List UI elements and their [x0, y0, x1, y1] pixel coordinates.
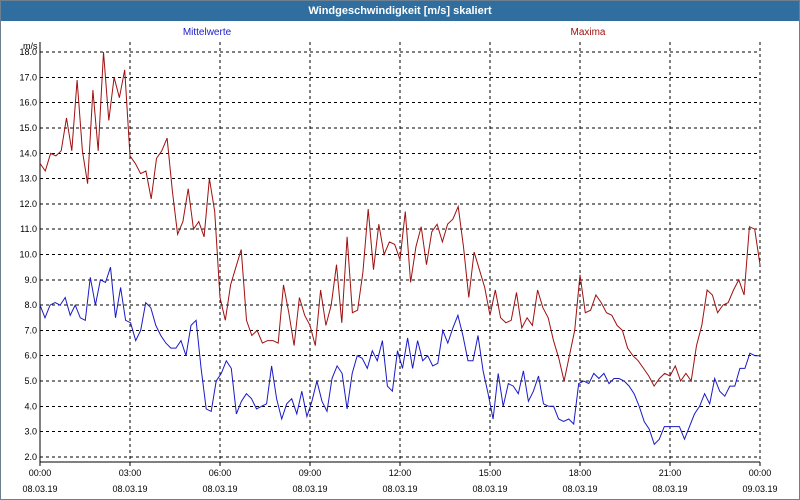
grid-lines: [40, 42, 760, 462]
y-tick-label: 3.0: [24, 427, 37, 437]
x-tick-time: 00:00: [749, 468, 772, 478]
y-tick-label: 15.0: [19, 123, 37, 133]
y-tick-label: 10.0: [19, 250, 37, 260]
y-tick-label: 13.0: [19, 174, 37, 184]
x-tick-time: 18:00: [569, 468, 592, 478]
series-mittelwerte-line: [39, 267, 760, 446]
y-tick-label: 5.0: [24, 376, 37, 386]
axes: [39, 42, 761, 466]
x-tick-date: 08.03.19: [652, 484, 687, 494]
x-tick-date: 08.03.19: [202, 484, 237, 494]
x-tick-date: 08.03.19: [292, 484, 327, 494]
x-tick-time: 21:00: [659, 468, 682, 478]
y-tick-label: 18.0: [19, 47, 37, 57]
y-tick-label: 4.0: [24, 401, 37, 411]
x-tick-date: 09.03.19: [742, 484, 777, 494]
x-tick-date: 08.03.19: [382, 484, 417, 494]
legend-mittelwerte: Mittelwerte: [183, 27, 232, 38]
x-tick-time: 15:00: [479, 468, 502, 478]
y-tick-label: 16.0: [19, 98, 37, 108]
window-title: Windgeschwindigkeit [m/s] skaliert: [1, 1, 799, 21]
y-tick-label: 14.0: [19, 148, 37, 158]
legend-maxima: Maxima: [570, 27, 605, 38]
x-tick-time: 06:00: [209, 468, 232, 478]
x-tick-time: 12:00: [389, 468, 412, 478]
y-tick-label: 9.0: [24, 275, 37, 285]
y-axis-unit-label: m/s: [23, 41, 38, 51]
series-maxima-line: [39, 52, 761, 388]
x-tick-time: 00:00: [29, 468, 52, 478]
y-tick-label: 2.0: [24, 452, 37, 462]
x-tick-labels: 00:00 08.03.19 03:00 08.03.19 06:00 08.03.19 0…: [22, 468, 777, 494]
x-tick-time: 09:00: [299, 468, 322, 478]
y-tick-label: 12.0: [19, 199, 37, 209]
y-tick-label: 11.0: [20, 224, 37, 234]
y-tick-label: 7.0: [24, 325, 37, 335]
y-tick-labels: 2.0 3.0 4.0 5.0 6.0 7.0 8.0 9.0 10.0 11.0 12.0 13.0…: [19, 47, 37, 462]
x-tick-date: 08.03.19: [22, 484, 57, 494]
y-tick-label: 8.0: [24, 300, 37, 310]
x-tick-date: 08.03.19: [562, 484, 597, 494]
y-tick-label: 17.0: [19, 72, 37, 82]
x-tick-time: 03:00: [119, 468, 142, 478]
y-tick-label: 6.0: [24, 351, 37, 361]
x-tick-date: 08.03.19: [112, 484, 147, 494]
series-lines: [39, 52, 761, 446]
x-tick-date: 08.03.19: [472, 484, 507, 494]
